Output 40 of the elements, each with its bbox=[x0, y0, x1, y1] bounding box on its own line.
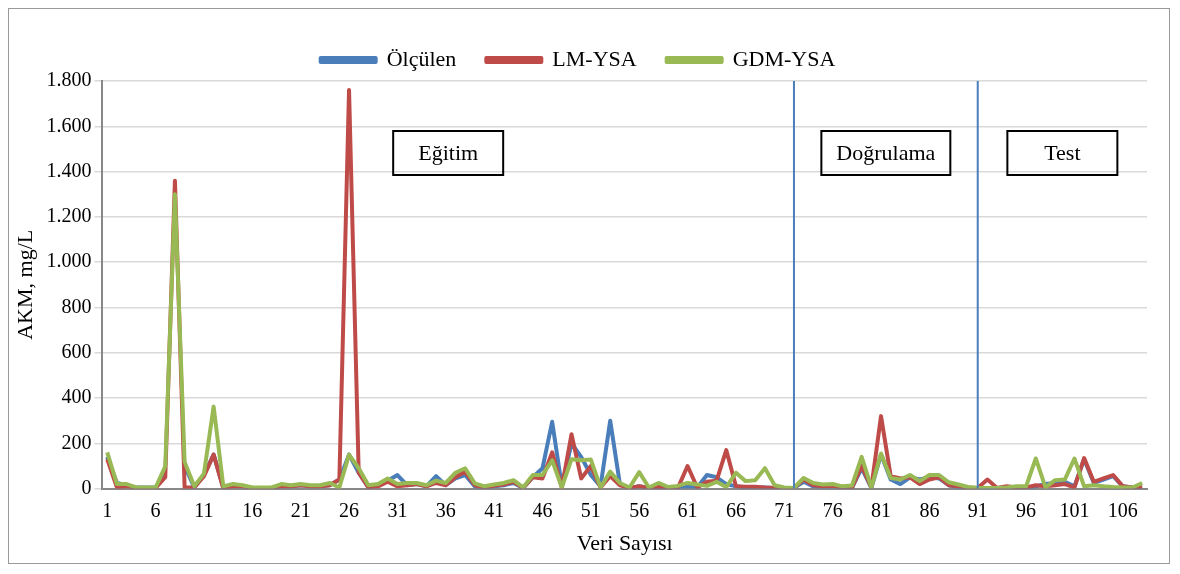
y-tick-label: 1.600 bbox=[46, 113, 92, 136]
x-tick-label: 81 bbox=[871, 498, 892, 521]
y-tick-label: 1.800 bbox=[46, 68, 92, 91]
x-tick-label: 101 bbox=[1059, 498, 1090, 521]
x-tick-label: 96 bbox=[1016, 498, 1037, 521]
x-tick-label: 41 bbox=[484, 498, 505, 521]
x-tick-label: 106 bbox=[1107, 498, 1138, 521]
x-tick-label: 86 bbox=[919, 498, 940, 521]
x-tick-label: 91 bbox=[967, 498, 988, 521]
y-tick-label: 200 bbox=[61, 430, 92, 453]
x-tick-label: 51 bbox=[580, 498, 601, 521]
x-tick-label: 16 bbox=[242, 498, 263, 521]
x-tick-label: 66 bbox=[725, 498, 746, 521]
x-tick-label: 11 bbox=[194, 498, 214, 521]
y-tick-label: 1.400 bbox=[46, 158, 92, 181]
x-axis-title: Veri Sayısı bbox=[576, 529, 673, 555]
x-tick-label: 31 bbox=[387, 498, 408, 521]
x-tick-label: 21 bbox=[290, 498, 311, 521]
x-tick-label: 71 bbox=[774, 498, 795, 521]
y-tick-label: 800 bbox=[61, 294, 92, 317]
y-tick-label: 1.000 bbox=[46, 249, 92, 272]
y-tick-label: 400 bbox=[61, 385, 92, 408]
annotation: Doğrulama bbox=[836, 139, 936, 165]
legend-label: Ölçülen bbox=[386, 45, 457, 71]
y-tick-label: 1.200 bbox=[46, 204, 92, 227]
x-tick-label: 76 bbox=[822, 498, 843, 521]
x-tick-label: 26 bbox=[339, 498, 360, 521]
annotation: Test bbox=[1044, 139, 1081, 165]
legend-label: GDM-YSA bbox=[732, 45, 836, 71]
y-tick-label: 600 bbox=[61, 339, 92, 362]
x-tick-label: 6 bbox=[150, 498, 161, 521]
x-tick-label: 36 bbox=[435, 498, 456, 521]
x-tick-label: 56 bbox=[629, 498, 650, 521]
x-tick-label: 1 bbox=[102, 498, 113, 521]
annotation: Eğitim bbox=[418, 139, 479, 165]
y-tick-label: 0 bbox=[81, 475, 92, 498]
x-tick-label: 46 bbox=[532, 498, 553, 521]
x-tick-label: 61 bbox=[677, 498, 698, 521]
y-axis-title: AKM, mg/L bbox=[11, 229, 37, 340]
legend-label: LM-YSA bbox=[552, 45, 637, 71]
